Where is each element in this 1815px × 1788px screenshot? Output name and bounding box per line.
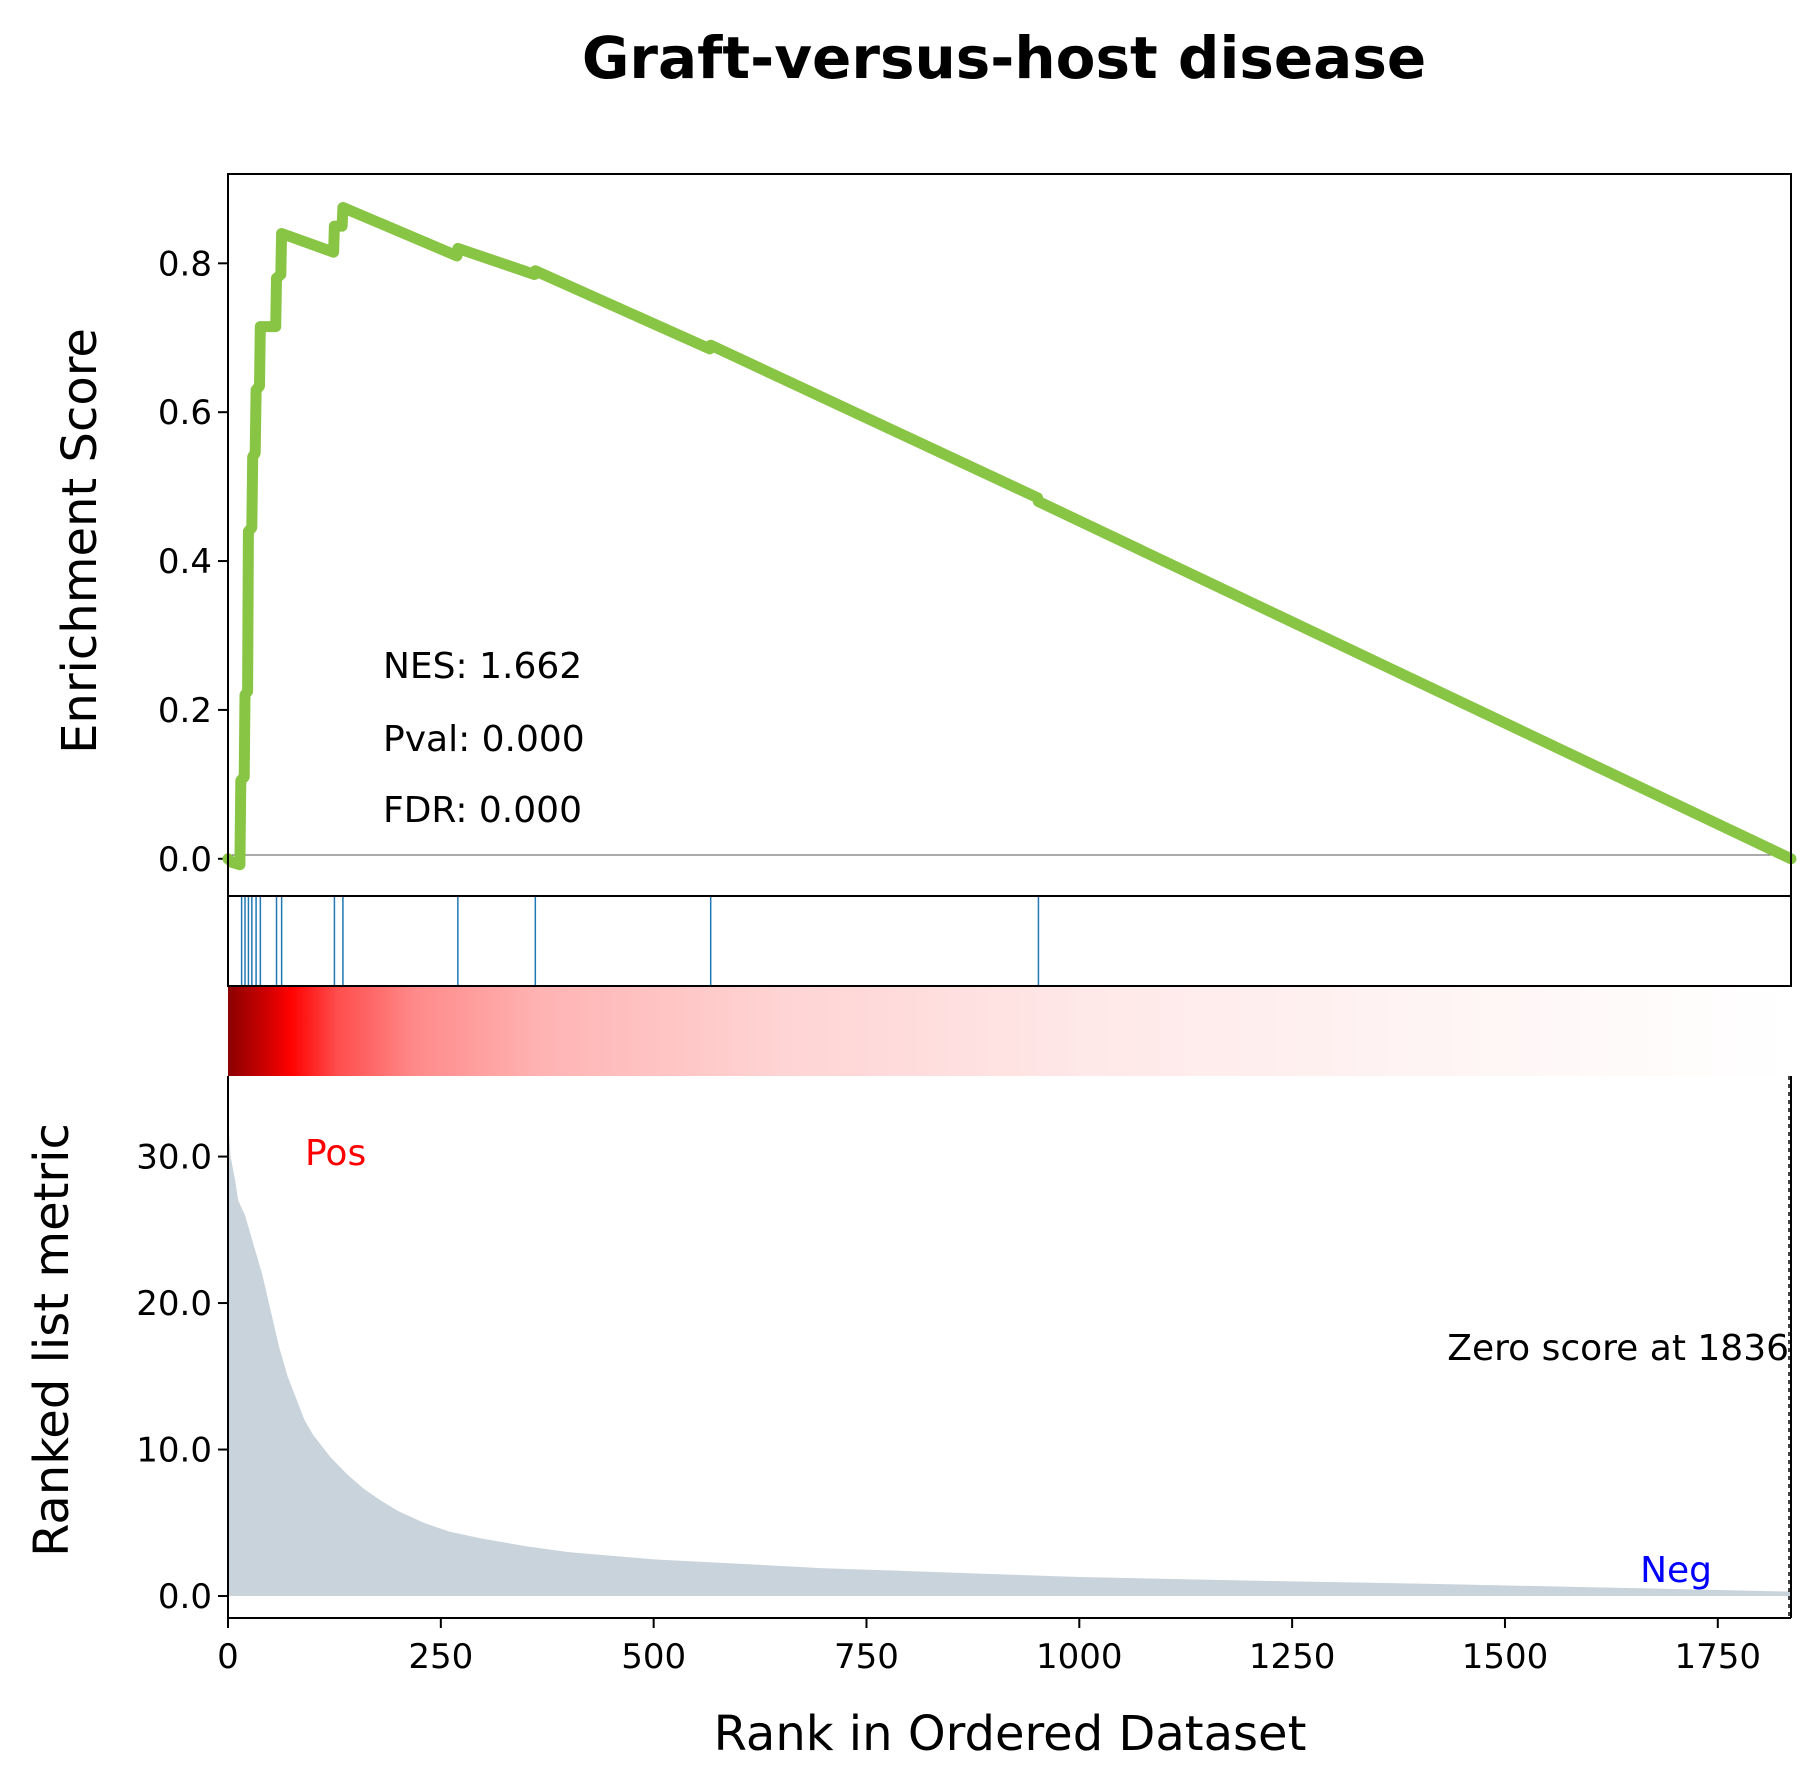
es-y-axis-label: Enrichment Score xyxy=(52,328,108,754)
es-y-tick-label: 0.8 xyxy=(158,244,212,284)
x-axis-label: Rank in Ordered Dataset xyxy=(714,1706,1307,1762)
x-tick-label: 750 xyxy=(834,1637,899,1677)
es-y-tick-label: 0.6 xyxy=(158,393,212,433)
chart-title: Graft-versus-host disease xyxy=(582,24,1426,92)
x-tick-label: 250 xyxy=(408,1637,473,1677)
es-y-tick-label: 0.4 xyxy=(158,542,212,582)
x-tick-label: 1250 xyxy=(1249,1637,1336,1677)
ranked-metric-area xyxy=(228,1119,1791,1596)
metric-y-tick-label: 30.0 xyxy=(136,1138,212,1178)
x-tick-label: 1750 xyxy=(1675,1637,1762,1677)
enrichment-panel-frame xyxy=(227,173,1792,897)
metric-y-tick-label: 10.0 xyxy=(136,1431,212,1471)
nes-annotation: NES: 1.662 xyxy=(383,646,582,687)
x-tick-label: 0 xyxy=(217,1637,239,1677)
enrichment-score-line xyxy=(222,202,1797,871)
fdr-annotation: FDR: 0.000 xyxy=(383,790,582,831)
metric-y-tick-label: 0.0 xyxy=(158,1577,212,1617)
es-y-tick-label: 0.0 xyxy=(158,840,212,880)
es-y-ticks: 0.0 0.2 0.4 0.6 0.8 xyxy=(158,244,228,880)
x-tick-label: 1500 xyxy=(1462,1637,1549,1677)
enrichment-panel: 0.0 0.2 0.4 0.6 0.8 Enrichment Score NES: 1.… xyxy=(52,173,1797,897)
hits-panel-frame xyxy=(227,895,1792,987)
metric-y-axis-label: Ranked list metric xyxy=(24,1123,80,1557)
neg-label: Neg xyxy=(1640,1550,1712,1591)
hit-markers xyxy=(240,896,1040,986)
rank-heatmap xyxy=(228,986,1791,1076)
pval-annotation: Pval: 0.000 xyxy=(383,719,585,760)
metric-y-tick-label: 20.0 xyxy=(136,1284,212,1324)
x-tick-label: 1000 xyxy=(1036,1637,1123,1677)
metric-y-ticks: 0.0 10.0 20.0 30.0 xyxy=(136,1138,228,1617)
heatmap-panel xyxy=(228,985,1791,1076)
x-tick-label: 500 xyxy=(621,1637,686,1677)
metric-panel: 0.0 10.0 20.0 30.0 0 250 500 750 1000 1250 1500 17… xyxy=(24,1076,1792,1762)
es-y-tick-label: 0.2 xyxy=(158,691,212,731)
zero-score-annotation: Zero score at 1836 xyxy=(1447,1328,1789,1369)
x-ticks: 0 250 500 750 1000 1250 1500 1750 xyxy=(217,1618,1761,1677)
hits-panel xyxy=(227,895,1792,987)
pos-label: Pos xyxy=(305,1133,366,1174)
